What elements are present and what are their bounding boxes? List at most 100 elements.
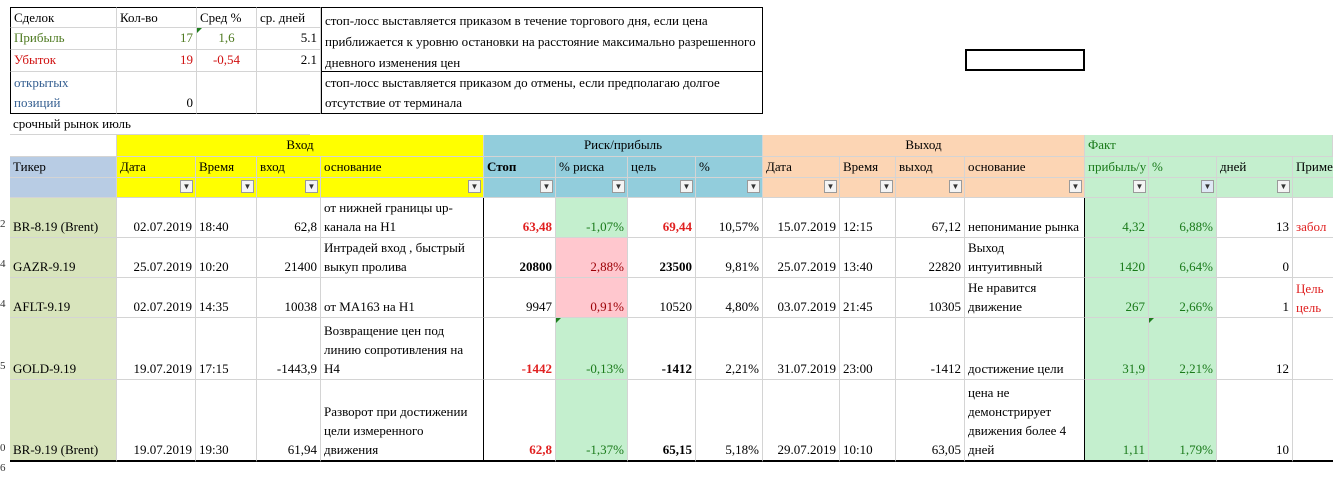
trade-fact-pct[interactable]: 2,66% [1149, 278, 1217, 318]
trade-exit-reason[interactable]: цена не демонстрирует движения более 4 д… [965, 380, 1085, 462]
filter-dropdown-icon[interactable]: ▼ [305, 180, 318, 193]
summary-header-days[interactable]: ср. дней [257, 7, 321, 28]
trade-days[interactable]: 12 [1217, 318, 1293, 380]
trade-profit[interactable]: 31,9 [1085, 318, 1149, 380]
col-exit-time[interactable]: Время [840, 157, 896, 178]
trade-date[interactable]: 02.07.2019 [117, 198, 196, 238]
trade-exit-time[interactable]: 23:00 [840, 318, 896, 380]
col-fact-pct[interactable]: % [1149, 157, 1217, 178]
filter-cell[interactable] [10, 178, 117, 198]
col-exit-price[interactable]: выход [896, 157, 965, 178]
section-title[interactable]: срочный рынок июль [10, 114, 310, 135]
trade-exit-date[interactable]: 03.07.2019 [763, 278, 840, 318]
trade-reason[interactable]: от MA163 на H1 [321, 278, 484, 318]
trade-profit[interactable]: 1420 [1085, 238, 1149, 278]
trade-exit-price[interactable]: 22820 [896, 238, 965, 278]
filter-dropdown-icon[interactable]: ▼ [880, 180, 893, 193]
trade-reason[interactable]: Возвращение цен под линию сопротивления … [321, 318, 484, 380]
filter-dropdown-icon[interactable]: ▼ [747, 180, 760, 193]
summary-open-label[interactable]: открытых позиций [10, 72, 117, 114]
trade-target[interactable]: -1412 [628, 318, 696, 380]
trade-pct[interactable]: 10,57% [696, 198, 763, 238]
trade-target[interactable]: 23500 [628, 238, 696, 278]
trade-note[interactable] [1293, 238, 1333, 278]
col-time[interactable]: Время [196, 157, 257, 178]
col-risk-pct[interactable]: % риска [556, 157, 628, 178]
filter-cell[interactable]: ▼ [257, 178, 321, 198]
col-reason[interactable]: основание [321, 157, 484, 178]
trade-profit[interactable]: 4,32 [1085, 198, 1149, 238]
trade-exit-date[interactable]: 31.07.2019 [763, 318, 840, 380]
trade-exit-price[interactable]: -1412 [896, 318, 965, 380]
trade-note[interactable]: забол [1293, 198, 1333, 238]
trade-days[interactable]: 10 [1217, 380, 1293, 462]
trade-exit-reason[interactable]: непонимание рынка [965, 198, 1085, 238]
trade-target[interactable]: 65,15 [628, 380, 696, 462]
filter-cell[interactable]: ▼ [556, 178, 628, 198]
trade-time[interactable]: 18:40 [196, 198, 257, 238]
filter-dropdown-icon[interactable]: ▼ [680, 180, 693, 193]
col-exit-reason[interactable]: основание [965, 157, 1085, 178]
filter-cell[interactable] [1293, 178, 1333, 198]
trade-exit-date[interactable]: 25.07.2019 [763, 238, 840, 278]
trade-entry[interactable]: 10038 [257, 278, 321, 318]
trade-note[interactable] [1293, 318, 1333, 380]
summary-profit-days[interactable]: 5.1 [257, 28, 321, 50]
trade-days[interactable]: 0 [1217, 238, 1293, 278]
col-exit-date[interactable]: Дата [763, 157, 840, 178]
trade-fact-pct[interactable]: 2,21% [1149, 318, 1217, 380]
trade-stop[interactable]: 63,48 [484, 198, 556, 238]
trade-risk-pct[interactable]: -1,37% [556, 380, 628, 462]
trade-exit-price[interactable]: 63,05 [896, 380, 965, 462]
trade-ticker[interactable]: BR-8.19 (Brent) [10, 198, 117, 238]
filter-cell[interactable]: ▼ [628, 178, 696, 198]
trade-stop[interactable]: -1442 [484, 318, 556, 380]
trade-reason[interactable]: Интрадей вход , быстрый выкуп пролива [321, 238, 484, 278]
col-days[interactable]: дней [1217, 157, 1293, 178]
col-date[interactable]: Дата [117, 157, 196, 178]
trade-days[interactable]: 13 [1217, 198, 1293, 238]
filter-cell[interactable]: ▼ [484, 178, 556, 198]
trade-exit-time[interactable]: 12:15 [840, 198, 896, 238]
filter-dropdown-icon[interactable]: ▼ [241, 180, 254, 193]
summary-header-trades[interactable]: Сделок [10, 7, 117, 28]
col-entry[interactable]: вход [257, 157, 321, 178]
filter-dropdown-icon[interactable]: ▼ [468, 180, 481, 193]
trade-exit-reason[interactable]: достижение цели [965, 318, 1085, 380]
summary-open-days[interactable] [257, 72, 321, 114]
trade-note[interactable]: Цель цель 1 [1293, 278, 1333, 318]
group-fact[interactable]: Факт [1085, 135, 1333, 157]
trade-fact-pct[interactable]: 6,88% [1149, 198, 1217, 238]
trade-date[interactable]: 02.07.2019 [117, 278, 196, 318]
col-stop[interactable]: Стоп [484, 157, 556, 178]
group-exit[interactable]: Выход [763, 135, 1085, 157]
selected-cell[interactable] [965, 49, 1085, 71]
filter-dropdown-icon[interactable]: ▼ [612, 180, 625, 193]
filter-cell[interactable]: ▼ [696, 178, 763, 198]
trade-exit-reason[interactable]: Выход интуитивный [965, 238, 1085, 278]
trade-exit-time[interactable]: 13:40 [840, 238, 896, 278]
summary-profit-label[interactable]: Прибыль [10, 28, 117, 50]
summary-loss-days[interactable]: 2.1 [257, 50, 321, 72]
trade-date[interactable]: 19.07.2019 [117, 380, 196, 462]
filter-cell[interactable]: ▼ [321, 178, 484, 198]
filter-dropdown-icon[interactable]: ▼ [1277, 180, 1290, 193]
trade-profit[interactable]: 1,11 [1085, 380, 1149, 462]
trade-time[interactable]: 14:35 [196, 278, 257, 318]
trade-risk-pct[interactable]: -1,07% [556, 198, 628, 238]
filter-cell[interactable]: ▼ [896, 178, 965, 198]
trade-stop[interactable]: 62,8 [484, 380, 556, 462]
col-profit[interactable]: прибыль/у [1085, 157, 1149, 178]
filter-dropdown-icon[interactable]: ▼ [540, 180, 553, 193]
trade-pct[interactable]: 9,81% [696, 238, 763, 278]
trade-stop[interactable]: 9947 [484, 278, 556, 318]
trade-risk-pct[interactable]: 0,91% [556, 278, 628, 318]
trade-stop[interactable]: 20800 [484, 238, 556, 278]
trade-ticker[interactable]: GAZR-9.19 [10, 238, 117, 278]
trade-profit[interactable]: 267 [1085, 278, 1149, 318]
trade-time[interactable]: 17:15 [196, 318, 257, 380]
trade-entry[interactable]: 61,94 [257, 380, 321, 462]
summary-header-avg[interactable]: Сред % [197, 7, 257, 28]
note-stoploss-gtc[interactable]: стоп-лосс выставляется приказом до отмен… [321, 72, 763, 114]
col-pct[interactable]: % [696, 157, 763, 178]
